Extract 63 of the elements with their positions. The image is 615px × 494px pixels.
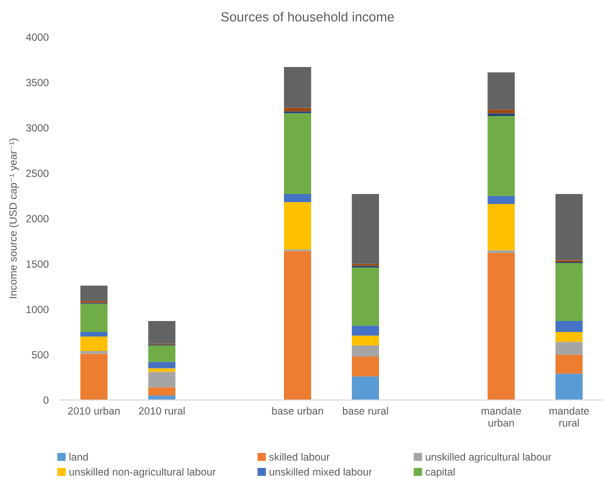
x-tick-label: mandate rural (549, 406, 589, 427)
bar (80, 336, 108, 351)
bar (352, 326, 380, 336)
legend-label: unskilled non-agricultural labour (69, 468, 216, 478)
bar (148, 372, 176, 388)
bar (352, 356, 380, 376)
bar (488, 110, 515, 114)
legend-label: skilled labour (269, 452, 330, 461)
legend-label: unskilled mixed labour (270, 468, 372, 476)
y-tick-label: 0 (44, 396, 48, 404)
y-tick-label: 2500 (26, 170, 48, 177)
bar (488, 72, 515, 110)
bar (80, 304, 108, 332)
bar (80, 332, 108, 336)
bar (488, 250, 515, 253)
y-tick-label: 1500 (26, 260, 48, 268)
y-axis-title: Income source (USD cap⁻¹ year⁻¹) (9, 138, 19, 298)
bar (352, 194, 380, 264)
bar (352, 376, 380, 400)
bar (488, 113, 515, 116)
legend-label: unskilled agricultural labour (426, 452, 552, 463)
bar (488, 196, 515, 204)
bar (284, 251, 312, 400)
bar (555, 262, 583, 322)
bar (148, 387, 176, 396)
bar (352, 336, 380, 346)
bar (148, 368, 176, 372)
bar (555, 374, 583, 400)
bar (80, 350, 108, 354)
bar (555, 332, 583, 342)
x-tick-label: 2010 rural (138, 406, 185, 415)
y-tick-label: 2000 (26, 215, 48, 222)
bar (555, 194, 583, 260)
bar (148, 321, 176, 344)
bar (488, 252, 515, 400)
bar (555, 354, 583, 374)
y-tick-label: 3000 (26, 124, 48, 132)
x-tick-label: base rural (342, 406, 388, 415)
legend-label: capital (426, 468, 455, 478)
bar (148, 362, 176, 368)
bar (284, 194, 312, 202)
bar (284, 113, 312, 194)
bar (352, 346, 380, 356)
chart-title: Sources of household income (221, 12, 394, 22)
bar (148, 346, 176, 362)
bar (284, 202, 312, 250)
x-tick-label: mandate urban (482, 406, 521, 427)
bar (488, 204, 515, 250)
x-tick-label: 2010 urban (68, 406, 120, 415)
bar (555, 321, 583, 332)
y-tick-label: 1000 (26, 306, 48, 314)
bar (352, 268, 380, 326)
legend-label: land (69, 452, 88, 461)
bar (284, 66, 312, 108)
bar (80, 354, 108, 400)
y-tick-label: 3500 (26, 78, 48, 86)
bar (80, 286, 108, 302)
bar (284, 108, 312, 112)
y-tick-label: 4000 (26, 34, 48, 41)
bar (555, 342, 583, 355)
bar (488, 116, 515, 196)
y-tick-label: 500 (32, 351, 48, 358)
x-tick-label: base urban (272, 406, 323, 415)
